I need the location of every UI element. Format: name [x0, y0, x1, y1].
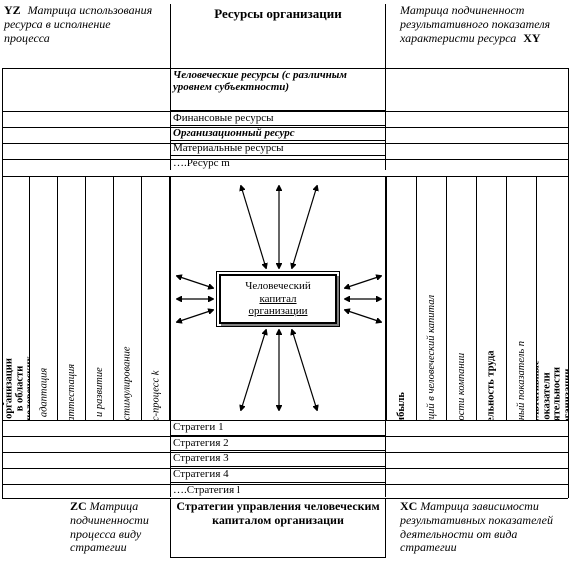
center-box: Человеческий капитал организации: [219, 274, 337, 324]
left-col: Оценка и аттестация: [66, 364, 77, 420]
corner-yz-text: Матрица использования ресурса в исполнен…: [4, 3, 152, 45]
strategy-row: ….Стратегия l: [171, 482, 385, 498]
right-columns: Прибыль Рентабельность инвестиций в чело…: [386, 176, 568, 420]
right-header: Результативные показатели деятельности о…: [536, 360, 568, 420]
strategy-row: Стратегия 2: [171, 435, 385, 451]
corner-xc-code: XC: [400, 499, 417, 513]
strategies-block: Стратеги 1 Стратегия 2 Стратегия 3 Страт…: [170, 420, 386, 497]
center-area: Человеческий капитал организации: [170, 176, 386, 420]
corner-zc: ZC Матрица подчиненности процесса виду с…: [70, 500, 170, 555]
resource-row: ….Ресурс m: [171, 156, 385, 170]
top-title: Ресурсы организации: [170, 4, 386, 68]
page: YZ Матрица использования ресурса в испол…: [0, 0, 571, 563]
resource-row: Материальные ресурсы: [171, 141, 385, 156]
right-col: …Результативный показатель n: [516, 341, 527, 420]
center-line: Человеческий: [221, 280, 335, 293]
corner-xc: XC Матрица зависимости результативных по…: [400, 500, 560, 555]
resource-row: Финансовые ресурсы: [171, 111, 385, 126]
center-line: капитал: [221, 293, 335, 306]
right-col: Производительность труда: [486, 350, 497, 420]
center-line: организации: [221, 305, 335, 318]
right-col: Рентабельность инвестиций в человеческий…: [426, 295, 437, 420]
resource-row-subj: субъектности): [215, 81, 289, 93]
strategy-row: Стратеги 1: [171, 420, 385, 435]
left-col: Мотивация и стимулирование: [122, 346, 133, 420]
hline: [2, 498, 568, 499]
resources-block: Человеческие ресурсы (с различным уровне…: [170, 68, 386, 170]
corner-yz-code: YZ: [4, 3, 21, 17]
frame-right: [568, 68, 569, 498]
right-col: Прибыль: [396, 392, 407, 420]
corner-zc-code: ZC: [70, 499, 87, 513]
corner-xy: Матрица подчиненност результативного пок…: [400, 4, 565, 45]
corner-yz: YZ Матрица использования ресурса в испол…: [4, 4, 154, 45]
left-header: Бизнес процессы организации в области че…: [2, 356, 30, 420]
left-col: Подбор и адаптация: [38, 368, 49, 420]
bottom-title: Стратегии управления человеческим капита…: [170, 498, 386, 558]
right-col: Рост стоимости компании: [456, 353, 467, 420]
strategy-row: Стратегия 3: [171, 450, 385, 466]
strategy-row: Стратегия 4: [171, 466, 385, 482]
corner-xc-text: Матрица зависимости результативных показ…: [400, 499, 553, 554]
left-columns: Бизнес процессы организации в области че…: [2, 176, 170, 420]
corner-xy-code: XY: [523, 31, 540, 45]
left-col: ….Бизнес-процесс k: [150, 371, 161, 420]
left-col: Обучение и развитие: [94, 367, 105, 420]
resource-row: Человеческие ресурсы (с различным уровне…: [171, 68, 385, 111]
resource-row: Организационный ресурс: [171, 126, 385, 141]
